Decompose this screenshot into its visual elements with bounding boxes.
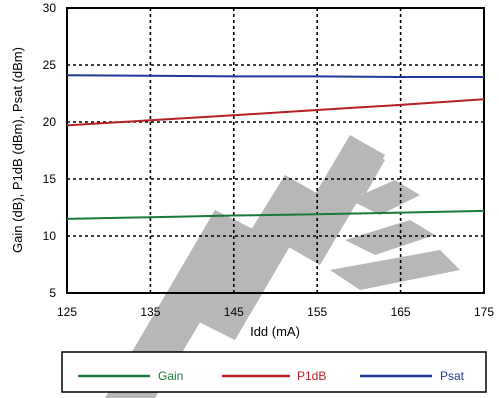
series-line-gain <box>66 209 485 220</box>
x-tick-label: 155 <box>307 305 327 319</box>
series-line-psat <box>66 74 484 78</box>
legend-item-gain: Gain <box>78 369 183 383</box>
y-tick-label: 15 <box>43 172 57 186</box>
x-tick-label: 175 <box>474 305 494 319</box>
y-tick-label: 30 <box>43 1 57 15</box>
x-tick-label: 165 <box>391 305 411 319</box>
y-ticks: 5 10 15 20 25 30 <box>43 1 57 300</box>
legend-label: Psat <box>440 369 465 383</box>
legend-label: P1dB <box>297 369 326 383</box>
y-tick-label: 5 <box>49 286 56 300</box>
legend: Gain P1dB Psat <box>78 369 465 383</box>
plot-area <box>66 7 485 294</box>
x-tick-label: 135 <box>140 305 160 319</box>
y-tick-label: 10 <box>43 229 57 243</box>
y-tick-label: 20 <box>43 115 57 129</box>
legend-box <box>61 351 487 393</box>
legend-item-psat: Psat <box>360 369 465 383</box>
y-tick-label: 25 <box>43 58 57 72</box>
watermark <box>105 135 460 398</box>
y-axis-label: Gain (dB), P1dB (dBm), Psat (dBm) <box>10 47 25 253</box>
x-tick-label: 125 <box>57 305 77 319</box>
legend-item-p1db: P1dB <box>222 369 326 383</box>
series-layer <box>66 74 485 220</box>
legend-label: Gain <box>158 369 183 383</box>
x-tick-label: 145 <box>224 305 244 319</box>
series-line-p1db <box>66 98 485 127</box>
x-axis-label: Idd (mA) <box>250 324 300 339</box>
x-ticks: 125 135 145 155 165 175 <box>57 305 494 319</box>
